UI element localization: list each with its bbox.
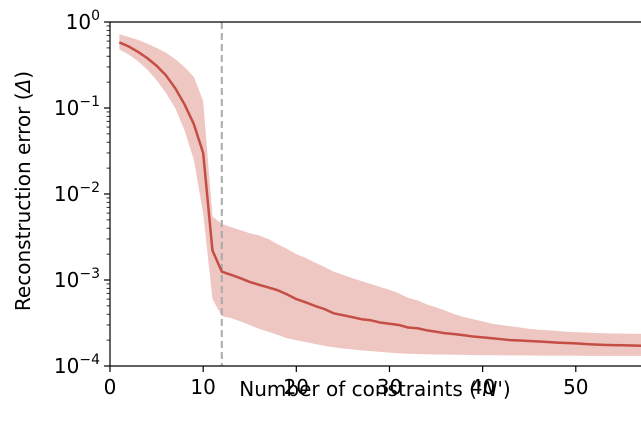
x-tick-label: 10 [190, 375, 215, 399]
y-axis-ticks: 100 10−1 10−2 10−3 10−4 [54, 8, 110, 378]
y-tick-label: 10−2 [54, 180, 100, 206]
y-tick-label: 100 [66, 8, 100, 34]
x-tick-label: 20 [284, 375, 309, 399]
y-axis-label: Reconstruction error (Δ) [11, 71, 35, 311]
y-tick-label: 10−4 [54, 352, 100, 378]
confidence-band [119, 34, 641, 356]
plot-area [109, 21, 641, 367]
x-tick-label: 50 [563, 375, 588, 399]
x-tick-label: 40 [470, 375, 495, 399]
x-tick-label: 30 [377, 375, 402, 399]
x-tick-label: 0 [104, 375, 117, 399]
y-tick-label: 10−3 [54, 266, 100, 292]
x-axis-ticks: 0 10 20 30 40 50 [104, 366, 589, 399]
x-axis-label: Number of constraints ('N') [239, 377, 510, 401]
series-line [118, 41, 641, 347]
y-tick-label: 10−1 [54, 94, 100, 120]
